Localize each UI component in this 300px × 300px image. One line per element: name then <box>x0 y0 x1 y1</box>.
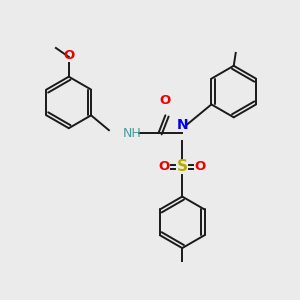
Text: O: O <box>159 160 170 173</box>
Text: S: S <box>177 159 188 174</box>
Text: O: O <box>194 160 206 173</box>
Text: NH: NH <box>123 127 142 140</box>
Text: O: O <box>160 94 171 107</box>
Text: O: O <box>63 49 74 62</box>
Text: N: N <box>176 118 188 132</box>
